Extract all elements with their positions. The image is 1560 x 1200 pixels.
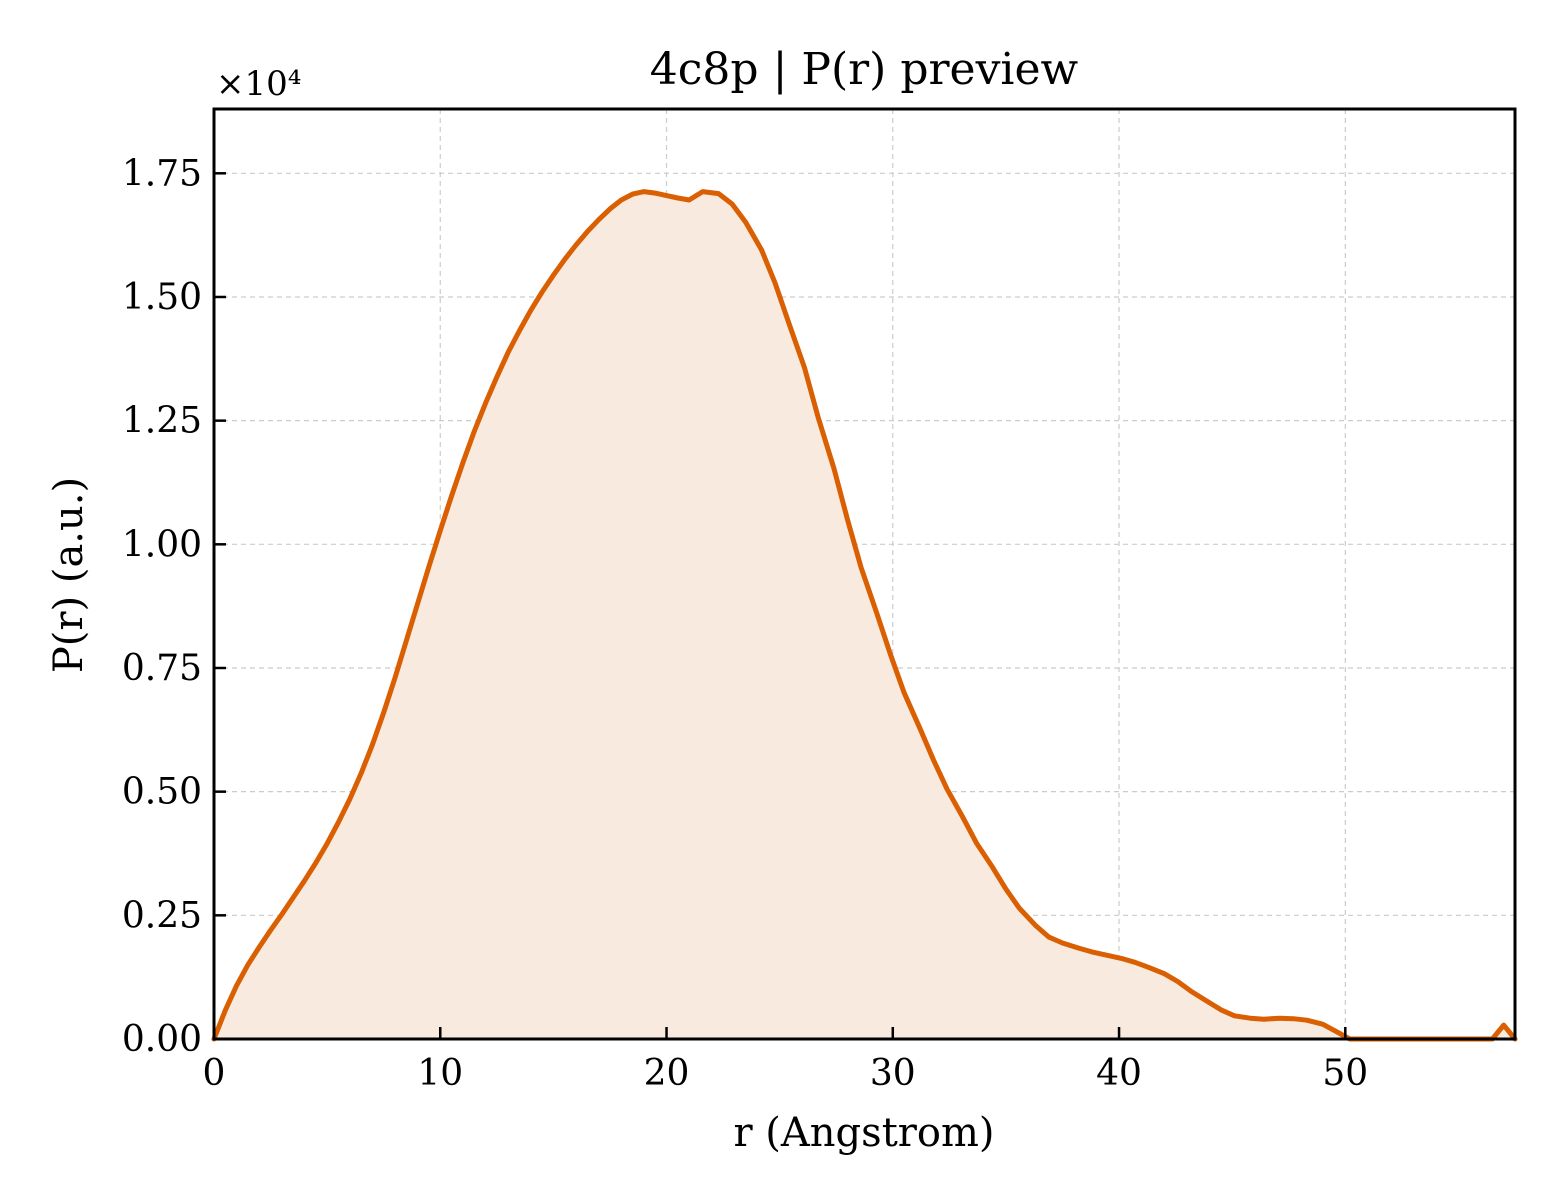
y-tick-label: 0.25 — [122, 895, 202, 936]
y-axis-label: P(r) (a.u.) — [46, 477, 92, 673]
y-tick-label: 0.75 — [122, 648, 202, 689]
x-tick-label: 40 — [1096, 1053, 1142, 1094]
y-tick-label: 1.25 — [122, 401, 202, 442]
series-area — [214, 191, 1515, 1040]
x-tick-label: 0 — [203, 1053, 226, 1094]
x-tick-label: 20 — [644, 1053, 690, 1094]
y-tick-label: 1.50 — [122, 277, 202, 318]
ticks: 0 10 20 30 40 50 0.00 0.25 0.50 0.75 1.00 1.25 1.50 1… — [122, 153, 1368, 1094]
y-tick-label: 1.00 — [122, 524, 202, 565]
x-tick-label: 50 — [1322, 1053, 1368, 1094]
series-line — [211, 189, 1518, 1042]
y-tick-label: 0.00 — [122, 1019, 202, 1060]
plot-area — [211, 189, 1518, 1042]
x-tick-label: 30 — [870, 1053, 916, 1094]
y-tick-label: 1.75 — [122, 153, 202, 194]
x-tick-label: 10 — [417, 1053, 463, 1094]
y-offset-text: ×10⁴ — [216, 64, 301, 104]
chart-title: 4c8p | P(r) preview — [650, 44, 1079, 95]
x-axis-label: r (Angstrom) — [733, 1110, 994, 1156]
plot-frame — [212, 107, 1517, 1041]
y-tick-label: 0.50 — [122, 772, 202, 813]
